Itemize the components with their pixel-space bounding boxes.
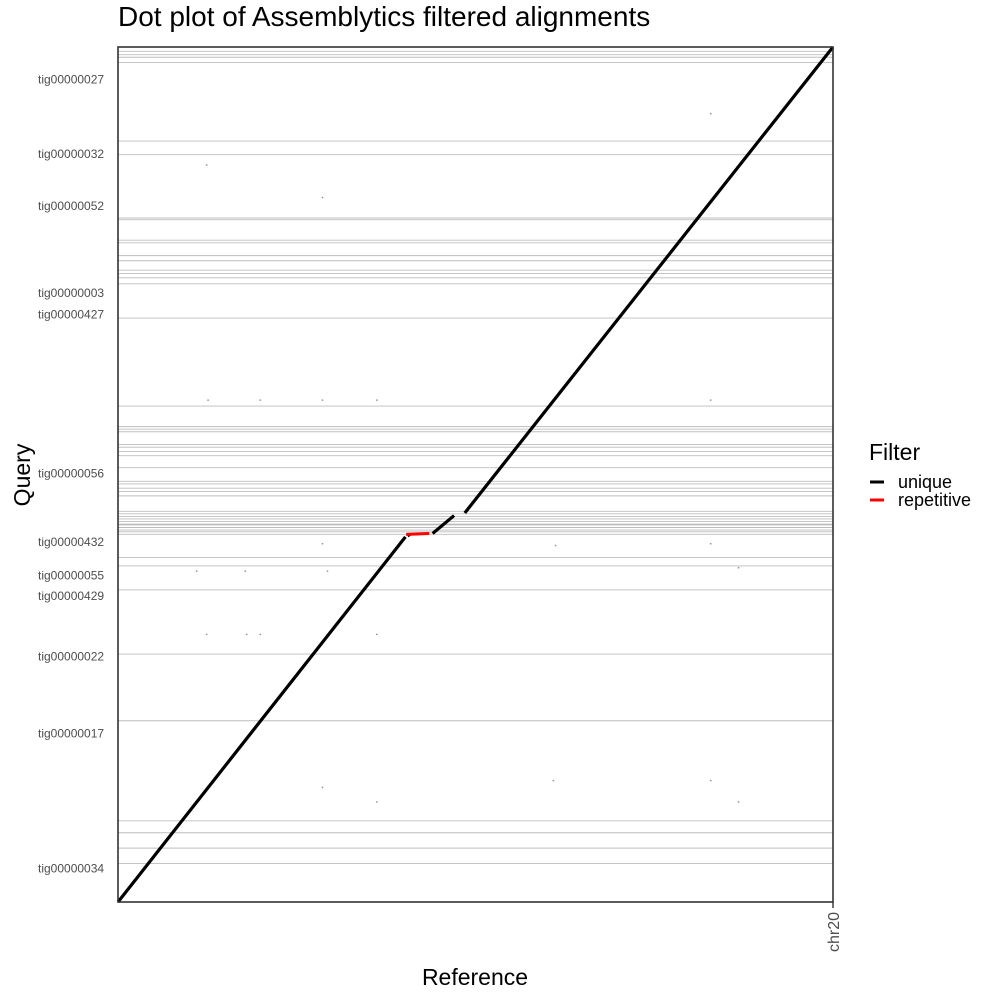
y-tick-label: tig00000027 [38, 72, 104, 86]
alignment-dot [245, 633, 248, 636]
alignment-dot [259, 633, 262, 636]
alignment-dot [709, 542, 712, 545]
alignment-dot [737, 566, 740, 569]
y-tick-label: tig00000032 [38, 147, 104, 161]
alignment-series [116, 46, 835, 903]
y-tick-labels: tig00000027 tig00000032 tig00000052 tig0000… [38, 72, 104, 875]
alignment-dot [244, 570, 247, 573]
y-axis-title: Query [9, 443, 35, 506]
y-tick-label: tig00000052 [38, 199, 104, 213]
legend-label-unique: unique [898, 472, 952, 492]
alignment-dot [205, 633, 208, 636]
alignment-dot [737, 801, 740, 803]
alignment-segment-unique [431, 514, 456, 535]
chart-title: Dot plot of Assemblytics filtered alignm… [118, 1, 650, 32]
plot-border [117, 46, 834, 903]
alignment-segment-repetitive [406, 531, 430, 536]
y-tick-label: tig00000432 [38, 535, 104, 549]
alignment-dot [205, 164, 208, 166]
alignment-dot [195, 570, 198, 573]
alignment-dot [259, 399, 262, 402]
y-tick-label: tig00000017 [38, 727, 104, 741]
y-tick-label: tig00000429 [38, 589, 104, 603]
y-tick-label: tig00000055 [38, 568, 104, 582]
y-tick-label: tig00000003 [38, 286, 104, 300]
alignment-dot [321, 399, 324, 402]
scatter-points [195, 112, 740, 803]
contig-boundary-lines [118, 50, 833, 864]
alignment-segment-unique [463, 46, 835, 514]
plot-panel [118, 47, 833, 902]
x-tick-labels: chr20 [826, 902, 843, 952]
alignment-dot [326, 570, 329, 573]
x-axis-title: Reference [422, 964, 528, 990]
alignment-dot [709, 399, 712, 402]
alignment-dot [321, 542, 324, 545]
alignment-dot [375, 801, 378, 803]
legend-label-repetitive: repetitive [898, 490, 971, 510]
y-tick-label: tig00000022 [38, 650, 104, 664]
alignment-segment-unique [116, 535, 407, 903]
y-tick-label: tig00000427 [38, 308, 104, 322]
alignment-dot [552, 779, 555, 782]
alignment-dot [554, 544, 557, 547]
y-tick-label: tig00000056 [38, 467, 104, 481]
alignment-dot [321, 196, 324, 199]
alignment-dot [709, 112, 712, 115]
y-tick-label: tig00000034 [38, 862, 104, 876]
x-tick-label: chr20 [826, 912, 843, 952]
legend-title: Filter [869, 439, 920, 465]
alignment-dot [207, 399, 209, 402]
alignment-dot [321, 786, 324, 789]
alignment-dot [375, 633, 378, 636]
alignment-dot [709, 779, 712, 782]
alignment-dot [375, 399, 378, 402]
